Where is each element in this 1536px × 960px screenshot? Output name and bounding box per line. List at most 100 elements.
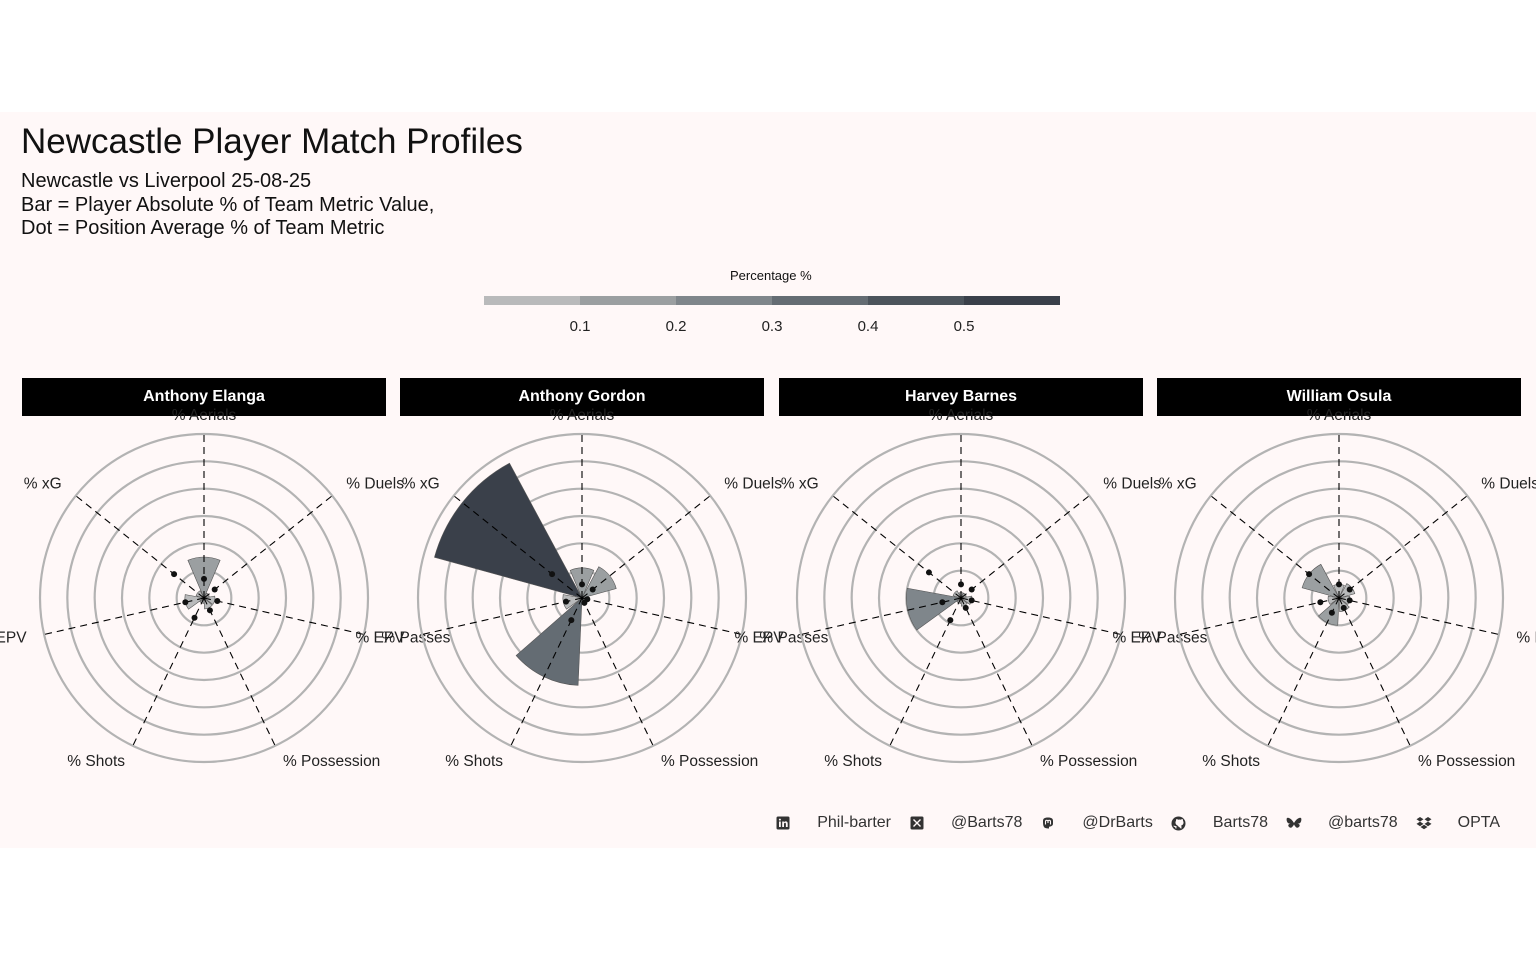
- bluesky-icon[interactable]: [1286, 815, 1302, 831]
- axis-spoke: [581, 597, 743, 636]
- position-average-dot: [563, 598, 570, 605]
- axis-label: % Shots: [445, 753, 503, 770]
- github-icon[interactable]: [1171, 815, 1187, 831]
- bar-wedge: [1301, 563, 1340, 599]
- axis-spoke: [1267, 597, 1340, 746]
- axis-spoke: [1338, 597, 1500, 636]
- position-average-dot: [211, 586, 218, 593]
- position-average-dot: [1346, 586, 1353, 593]
- position-average-dot: [589, 586, 596, 593]
- position-average-dot: [1340, 604, 1347, 611]
- axis-spoke: [203, 495, 333, 599]
- footer-label: OPTA: [1457, 814, 1500, 831]
- legend-tick: 0.5: [953, 318, 975, 335]
- axis-spoke: [453, 495, 583, 599]
- axis-label: % Passes: [1138, 630, 1207, 647]
- mastodon-icon[interactable]: [1040, 815, 1056, 831]
- axis-label: % EPV: [1112, 630, 1162, 647]
- footer-credits: Phil-barter @Barts78 @DrBarts Barts78 @b…: [775, 814, 1500, 832]
- legend-color-swatch: [676, 296, 772, 305]
- axis-label: % xG: [402, 476, 440, 493]
- axis-spoke: [203, 597, 365, 636]
- axis-label: % xG: [1159, 476, 1197, 493]
- legend-color-swatch: [580, 296, 676, 305]
- axis-spoke: [960, 495, 1090, 599]
- axis-label: % Aerials: [1307, 407, 1372, 424]
- position-average-dot: [1306, 571, 1313, 578]
- position-average-dot: [958, 581, 964, 588]
- axis-spoke: [1210, 495, 1340, 599]
- axis-label: % Aerials: [929, 407, 994, 424]
- position-average-dot: [968, 597, 975, 604]
- axis-spoke: [800, 597, 962, 636]
- footer-label: @Barts78: [951, 814, 1023, 831]
- grid-ring: [498, 514, 666, 682]
- radar-chart: % Aerials % Duels % Passes % Possession % Sh…: [1112, 407, 1536, 770]
- legend-color-swatch: [868, 296, 964, 305]
- grid-ring: [1173, 432, 1505, 764]
- axis-label: % EPV: [355, 630, 405, 647]
- position-average-dot: [171, 571, 178, 578]
- footer-label: @DrBarts: [1082, 814, 1153, 831]
- linkedin-icon[interactable]: [775, 815, 791, 831]
- axis-label: % Possession: [283, 753, 380, 770]
- grid-ring: [120, 514, 288, 682]
- x-twitter-icon[interactable]: [909, 815, 925, 831]
- position-average-dot: [206, 607, 213, 614]
- axis-spoke: [1338, 495, 1468, 599]
- grid-ring: [877, 514, 1045, 682]
- axis-label: % EPV: [0, 630, 27, 647]
- position-average-dot: [962, 604, 969, 611]
- radar-chart: % Aerials % Duels % Passes % Possession % Sh…: [734, 407, 1207, 770]
- axis-spoke: [203, 597, 276, 746]
- axis-label: % Shots: [824, 753, 882, 770]
- radar-chart: % Aerials % Duels % Passes % Possession % Sh…: [355, 407, 828, 770]
- axis-spoke: [75, 495, 205, 599]
- position-average-dot: [568, 617, 575, 624]
- position-average-dot: [191, 614, 198, 621]
- legend-tick: 0.2: [665, 318, 687, 335]
- axis-spoke: [581, 495, 711, 599]
- legend-tick: 0.1: [569, 318, 591, 335]
- position-average-dot: [1317, 599, 1324, 606]
- legend-color-swatch: [484, 296, 580, 305]
- axis-spoke: [1338, 597, 1411, 746]
- axis-label: % Passes: [759, 630, 828, 647]
- dropbox-icon[interactable]: [1416, 815, 1432, 831]
- subtitle-line-3: Dot = Position Average % of Team Metric: [21, 217, 385, 239]
- position-average-dot: [182, 599, 189, 606]
- axis-label: % Passes: [1516, 630, 1536, 647]
- axis-spoke: [421, 597, 583, 636]
- subtitle-line-2: Bar = Player Absolute % of Team Metric V…: [21, 193, 435, 216]
- position-average-dot: [201, 575, 207, 582]
- facet-strip-label: Anthony Elanga: [22, 378, 386, 416]
- position-average-dot: [579, 581, 585, 588]
- legend-tick: 0.4: [857, 318, 879, 335]
- axis-label: % Possession: [1040, 753, 1137, 770]
- axis-label: % Shots: [67, 753, 125, 770]
- footer-label: Phil-barter: [817, 814, 892, 831]
- legend-color-swatch: [964, 296, 1060, 305]
- chart-title: Newcastle Player Match Profiles: [21, 122, 523, 161]
- position-average-dot: [947, 617, 954, 624]
- axis-spoke: [581, 597, 654, 746]
- axis-label: % Aerials: [172, 407, 237, 424]
- axis-label: % Passes: [381, 630, 450, 647]
- position-average-dot: [581, 599, 588, 606]
- axis-label: % Possession: [661, 753, 758, 770]
- facet-strip-label: Anthony Gordon: [400, 378, 764, 416]
- subtitle-line-1: Newcastle vs Liverpool 25-08-25: [21, 170, 312, 192]
- axis-spoke: [960, 597, 1122, 636]
- position-average-dot: [214, 598, 221, 605]
- bar-wedge: [434, 462, 583, 599]
- chart-subtitle: Newcastle vs Liverpool 25-08-25 Bar = Pl…: [21, 170, 434, 241]
- axis-label: % Possession: [1418, 753, 1515, 770]
- axis-label: % Duels: [724, 476, 782, 493]
- axis-label: % Aerials: [550, 407, 615, 424]
- axis-label: % xG: [781, 476, 819, 493]
- facet-strip-label: Harvey Barnes: [779, 378, 1143, 416]
- grid-ring: [416, 432, 748, 764]
- position-average-dot: [1346, 597, 1353, 604]
- axis-label: % Shots: [1202, 753, 1260, 770]
- axis-spoke: [960, 597, 1033, 746]
